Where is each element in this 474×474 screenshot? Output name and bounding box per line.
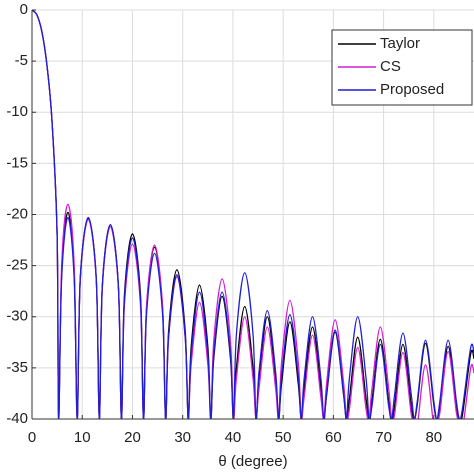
x-tick-label: 80 bbox=[425, 429, 442, 446]
y-tick-label: -40 bbox=[6, 410, 28, 427]
y-tick-label: -20 bbox=[6, 205, 28, 222]
x-tick-label: 10 bbox=[74, 429, 91, 446]
y-tick-label: -30 bbox=[6, 308, 28, 325]
y-tick-label: -5 bbox=[15, 52, 28, 69]
axis-frame bbox=[31, 10, 474, 420]
x-tick-label: 20 bbox=[124, 429, 141, 446]
legend-label: CS bbox=[380, 58, 401, 75]
y-tick-label: 0 bbox=[20, 1, 28, 18]
legend-label: Proposed bbox=[380, 81, 444, 98]
series-line bbox=[32, 10, 474, 419]
y-tick-label: -35 bbox=[6, 359, 28, 376]
y-tick-label: -15 bbox=[6, 154, 28, 171]
x-tick-label: 70 bbox=[375, 429, 392, 446]
x-tick-label: 50 bbox=[275, 429, 292, 446]
x-tick-label: 60 bbox=[325, 429, 342, 446]
y-tick-label: -10 bbox=[6, 103, 28, 120]
y-tick-label: -25 bbox=[6, 257, 28, 274]
x-tick-label: 0 bbox=[28, 429, 36, 446]
x-tick-label: 40 bbox=[225, 429, 242, 446]
legend-label: Taylor bbox=[380, 35, 420, 52]
x-tick-label: 30 bbox=[174, 429, 191, 446]
x-axis-label: θ (degree) bbox=[218, 453, 287, 470]
